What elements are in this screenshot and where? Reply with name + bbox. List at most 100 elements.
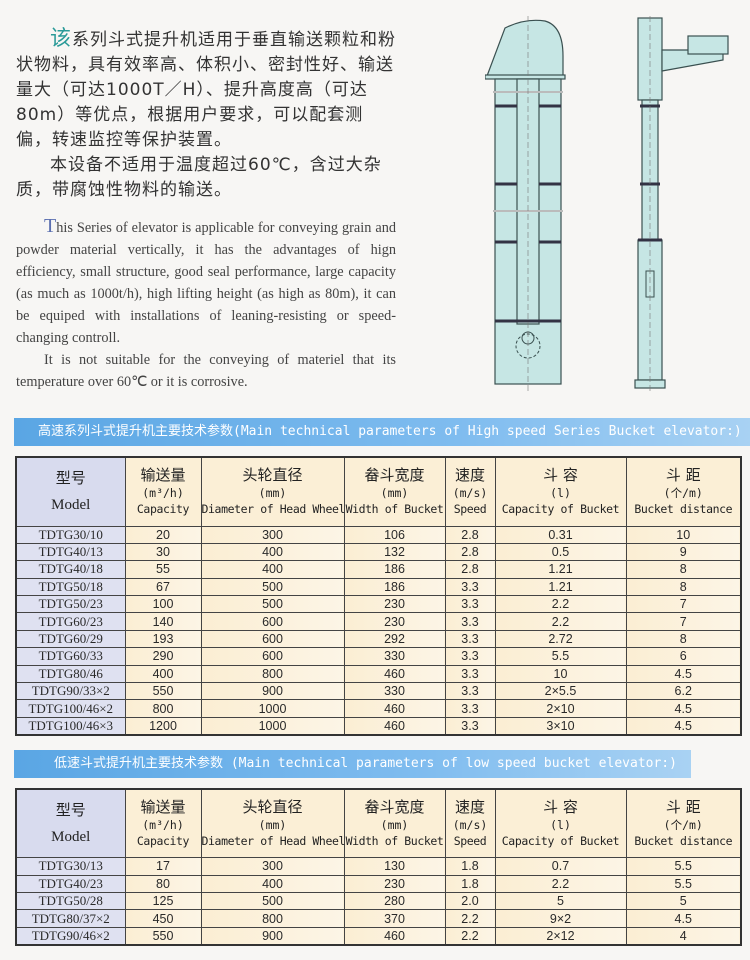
cell-bucket-distance: 4.5 (625, 699, 742, 718)
cell-bucket-capacity: 2×5.5 (494, 682, 627, 701)
cell-bucket-width: 460 (343, 716, 446, 736)
header-english: Capacity of Bucket (501, 834, 620, 849)
header-chinese: 斗 距 (665, 466, 701, 485)
high-speed-parameters-table: 型号 Model 输送量 (m³/h) Capacity 头轮直径 (mm) Diameter… (15, 456, 742, 736)
header-english: Diameter of Head Wheel (201, 502, 346, 517)
cell-bucket-width: 230 (343, 595, 446, 614)
cell-head-wheel-diameter: 600 (200, 647, 345, 666)
header-row: 型号 Model 输送量 (m³/h) Capacity 头轮直径 (mm) Diameter… (15, 788, 742, 859)
table-row: TDTG50/28 125 500 280 2.0 5 5 (15, 892, 742, 911)
intro-cn-p2: 本设备不适用于温度超过60℃，含过大杂质，带腐蚀性物料的输送。 (16, 155, 382, 200)
cell-capacity: 550 (124, 682, 202, 701)
cell-head-wheel-diameter: 800 (200, 664, 345, 684)
column-header-model: 型号 Model (15, 456, 126, 527)
cell-speed: 2.8 (444, 525, 496, 544)
cell-bucket-width: 460 (343, 926, 446, 946)
cell-head-wheel-diameter: 1000 (200, 716, 345, 736)
column-header-model: 型号 Model (15, 788, 126, 859)
table-row: TDTG90/46×2 550 900 460 2.2 2×12 4 (15, 926, 742, 946)
table-row: TDTG90/33×2 550 900 330 3.3 2×5.5 6.2 (15, 682, 742, 701)
header-chinese: 型号 (55, 468, 86, 487)
cell-bucket-capacity: 1.21 (494, 560, 627, 579)
cell-model: TDTG80/37×2 (15, 909, 126, 928)
intro-cn-p1: 系列斗式提升机适用于垂直输送颗粒和粉状物料，具有效率高、体积小、密封性好、输送量… (16, 30, 396, 150)
header-english: Bucket distance (634, 834, 733, 849)
cell-model: TDTG50/28 (15, 892, 126, 911)
cell-head-wheel-diameter: 600 (200, 629, 345, 649)
cell-speed: 3.3 (444, 699, 496, 718)
header-unit (17, 488, 125, 496)
high-speed-table-title: 高速系列斗式提升机主要技术参数(Main technical parameter… (14, 418, 750, 446)
header-unit: (l) (550, 486, 571, 501)
cell-bucket-distance: 8 (625, 629, 742, 649)
header-english: Model (51, 496, 91, 513)
table-row: TDTG80/37×2 450 800 370 2.2 9×2 4.5 (15, 909, 742, 928)
cell-speed: 3.3 (444, 664, 496, 684)
cell-speed: 3.3 (444, 647, 496, 666)
cell-model: TDTG90/46×2 (15, 926, 126, 946)
header-chinese: 畚斗宽度 (364, 798, 425, 817)
column-header-capacity: 输送量 (m³/h) Capacity (124, 456, 202, 527)
header-row: 型号 Model 输送量 (m³/h) Capacity 头轮直径 (mm) Diameter… (15, 456, 742, 527)
cell-model: TDTG50/23 (15, 595, 126, 614)
cell-bucket-distance: 5.5 (625, 874, 742, 894)
header-chinese: 畚斗宽度 (364, 466, 425, 485)
cell-bucket-distance: 4 (625, 926, 742, 946)
intro-en-p1: his Series of elevator is applicable for… (16, 220, 396, 346)
header-chinese: 速度 (454, 798, 485, 817)
header-chinese: 输送量 (140, 798, 186, 817)
header-english: Capacity of Bucket (501, 502, 620, 517)
header-chinese: 型号 (55, 800, 86, 819)
header-unit: (个/m) (663, 486, 703, 501)
cell-bucket-capacity: 5.5 (494, 647, 627, 666)
cell-capacity: 193 (124, 629, 202, 649)
column-header-speed: 速度 (m/s) Speed (444, 456, 496, 527)
cell-bucket-capacity: 0.7 (494, 857, 627, 876)
cell-capacity: 17 (124, 857, 202, 876)
elevator-front-view (485, 16, 566, 394)
cell-bucket-width: 292 (343, 629, 446, 649)
cell-bucket-distance: 10 (625, 525, 742, 544)
cell-bucket-capacity: 10 (494, 664, 627, 684)
cell-capacity: 125 (124, 892, 202, 911)
intro-en-p2: It is not suitable for the conveying of … (16, 352, 396, 390)
header-english: Capacity (136, 502, 190, 517)
cell-capacity: 140 (124, 612, 202, 631)
header-english: Speed (453, 502, 487, 517)
header-unit: (l) (550, 818, 571, 833)
column-header-bucket-distance: 斗 距 (个/m) Bucket distance (625, 788, 742, 859)
cell-speed: 2.8 (444, 560, 496, 579)
cell-head-wheel-diameter: 800 (200, 909, 345, 928)
column-header-bucket-width: 畚斗宽度 (mm) Width of Bucket (343, 788, 446, 859)
header-chinese: 头轮直径 (242, 798, 303, 817)
cell-bucket-distance: 9 (625, 542, 742, 562)
table-row: TDTG60/29 193 600 292 3.3 2.72 8 (15, 629, 742, 649)
cell-bucket-width: 130 (343, 857, 446, 876)
cell-head-wheel-diameter: 400 (200, 560, 345, 579)
header-unit: (mm) (258, 818, 287, 833)
cell-model: TDTG40/18 (15, 560, 126, 579)
cell-bucket-capacity: 2.2 (494, 612, 627, 631)
elevator-side-view (634, 16, 729, 394)
cell-bucket-capacity: 5 (494, 892, 627, 911)
header-unit: (m/s) (452, 818, 488, 833)
cell-bucket-distance: 6 (625, 647, 742, 666)
header-chinese: 斗 容 (543, 798, 578, 817)
column-header-capacity: 输送量 (m³/h) Capacity (124, 788, 202, 859)
cell-model: TDTG80/46 (15, 664, 126, 684)
cell-bucket-width: 186 (343, 560, 446, 579)
header-unit: (mm) (380, 818, 409, 833)
header-english: Model (51, 828, 91, 845)
cell-capacity: 30 (124, 542, 202, 562)
column-header-head-wheel-diameter: 头轮直径 (mm) Diameter of Head Wheel (200, 788, 345, 859)
cell-speed: 3.3 (444, 716, 496, 736)
table-row: TDTG60/23 140 600 230 3.3 2.2 7 (15, 612, 742, 631)
cell-model: TDTG60/29 (15, 629, 126, 649)
cell-bucket-distance: 7 (625, 612, 742, 631)
cell-model: TDTG60/33 (15, 647, 126, 666)
cell-model: TDTG100/46×3 (15, 716, 126, 736)
parameters-section: 高速系列斗式提升机主要技术参数(Main technical parameter… (14, 418, 750, 946)
cell-bucket-capacity: 9×2 (494, 909, 627, 928)
cell-head-wheel-diameter: 400 (200, 874, 345, 894)
cell-model: TDTG30/10 (15, 525, 126, 544)
